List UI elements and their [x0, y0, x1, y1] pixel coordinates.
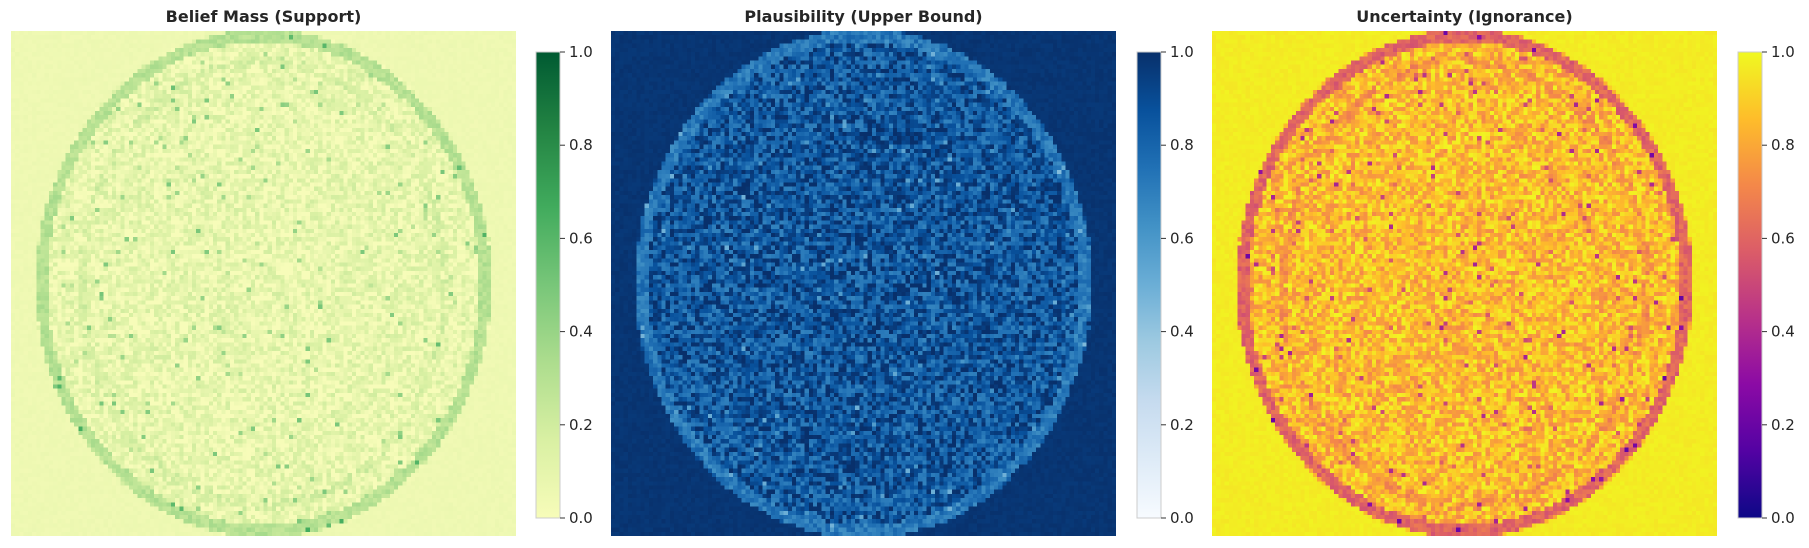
belief-colorbar-tick-label: 0.4 — [569, 323, 593, 341]
uncertainty-panel: Uncertainty (Ignorance) 0.0 0.2 0.4 0.6 0.8 1.… — [1212, 7, 1795, 536]
plausibility-colorbar-tick-label: 1.0 — [1170, 43, 1194, 61]
belief-colorbar-tick-label: 0.0 — [569, 509, 593, 527]
plausibility-colorbar-tick-label: 0.8 — [1170, 136, 1194, 154]
uncertainty-colorbar-tick-label: 1.0 — [1771, 43, 1795, 61]
plausibility-colorbar-tick-label: 0.2 — [1170, 416, 1194, 434]
plausibility-title: Plausibility (Upper Bound) — [744, 7, 982, 26]
uncertainty-colorbar: 0.0 0.2 0.4 0.6 0.8 1.0 — [1737, 43, 1795, 527]
belief-colorbar-tick-label: 0.6 — [569, 229, 593, 247]
plausibility-colorbar-tick-label: 0.0 — [1170, 509, 1194, 527]
uncertainty-heatmap — [1212, 31, 1717, 536]
belief-colorbar-tick-label: 0.8 — [569, 136, 593, 154]
belief-colorbar: 0.0 0.2 0.4 0.6 0.8 1.0 — [535, 43, 593, 527]
plausibility-colorbar-tick-label: 0.6 — [1170, 229, 1194, 247]
plausibility-panel: Plausibility (Upper Bound)0.00.20.40.60.… — [611, 7, 1194, 536]
plausibility-colorbar-tick-label: 0.4 — [1170, 323, 1194, 341]
belief-colorbar-tick-label: 1.0 — [569, 43, 593, 61]
belief-colorbar-gradient — [535, 51, 561, 519]
uncertainty-colorbar-tick-label: 0.8 — [1771, 136, 1795, 154]
uncertainty-colorbar-tick-label: 0.2 — [1771, 416, 1795, 434]
plausibility-colorbar: 0.0 0.2 0.4 0.6 0.8 1.0 — [1136, 43, 1194, 527]
belief-colorbar-tick-label: 0.2 — [569, 416, 593, 434]
plausibility-heatmap — [611, 31, 1116, 536]
uncertainty-colorbar-tick-label: 0.0 — [1771, 509, 1795, 527]
belief-heatmap — [11, 31, 516, 536]
plausibility-colorbar-gradient — [1136, 51, 1162, 519]
uncertainty-colorbar-tick-label: 0.4 — [1771, 323, 1795, 341]
uncertainty-colorbar-tick-label: 0.6 — [1771, 229, 1795, 247]
uncertainty-title: Uncertainty (Ignorance) — [1356, 7, 1572, 26]
uncertainty-colorbar-gradient — [1737, 51, 1763, 519]
belief-panel: Belief Mass (Support) 0.0 0.2 0.4 0.6 0.8 1.0 — [11, 7, 593, 536]
belief-title: Belief Mass (Support) — [166, 7, 362, 26]
